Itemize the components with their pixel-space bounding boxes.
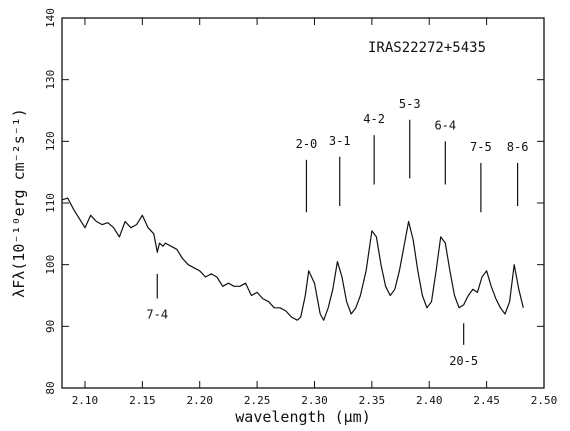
x-axis-label: wavelength (μm): [235, 408, 370, 426]
x-tick-label: 2.15: [129, 394, 156, 407]
line-marker-label: 4-2: [363, 112, 385, 126]
y-tick-label: 90: [44, 320, 57, 333]
x-tick-label: 2.25: [244, 394, 271, 407]
y-axis-label: λFλ(10⁻¹⁰erg cm⁻²s⁻¹): [10, 108, 28, 298]
y-tick-label: 80: [44, 381, 57, 394]
line-marker-label: 3-1: [329, 134, 351, 148]
line-marker-label: 5-3: [399, 97, 421, 111]
line-marker-label: 2-0: [296, 137, 318, 151]
line-marker-label: 8-6: [507, 140, 529, 154]
x-tick-label: 2.40: [416, 394, 443, 407]
y-tick-label: 130: [44, 70, 57, 90]
y-tick-label: 120: [44, 131, 57, 151]
line-markers: 2-0 3-1 4-2 5-3 6-4 7-5 8-6 7-4 20-5: [146, 97, 528, 368]
y-tick-label: 100: [44, 255, 57, 275]
x-tick-label: 2.30: [301, 394, 328, 407]
x-tick-label: 2.45: [473, 394, 500, 407]
x-tick-label: 2.35: [359, 394, 386, 407]
axis-ticks: 2.10 2.15 2.20 2.25 2.30 2.35 2.40 2.45 2.50 80 90…: [44, 8, 557, 407]
y-tick-label: 140: [44, 8, 57, 28]
object-label: IRAS22272+5435: [368, 40, 486, 56]
y-tick-label: 110: [44, 193, 57, 213]
line-marker-label: 7-4: [146, 308, 168, 322]
x-tick-label: 2.10: [72, 394, 99, 407]
x-tick-label: 2.20: [186, 394, 213, 407]
spectrum-line: [61, 197, 524, 321]
x-tick-label: 2.50: [531, 394, 558, 407]
line-marker-label: 20-5: [449, 354, 478, 368]
plot-frame: [61, 17, 545, 389]
line-marker-label: 6-4: [434, 118, 456, 132]
line-marker-label: 7-5: [470, 140, 492, 154]
